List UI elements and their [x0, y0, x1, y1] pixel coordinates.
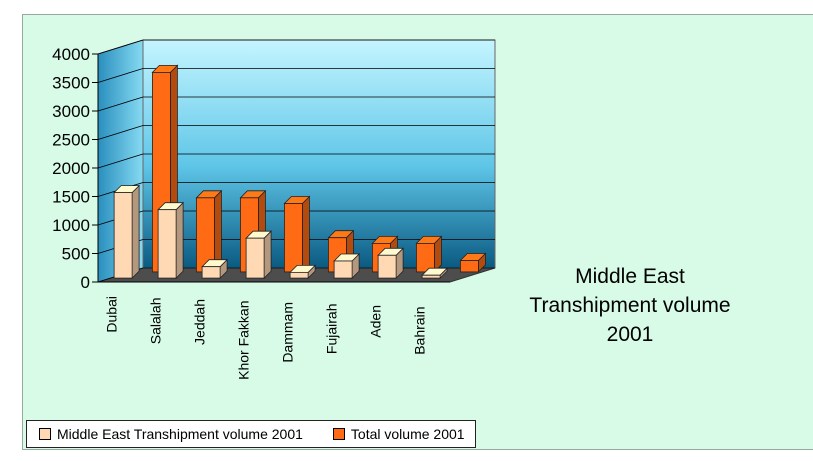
y-tick-label: 2000 [52, 159, 90, 178]
y-tick-label: 3000 [52, 102, 90, 121]
bar-aden-transhipment [377, 247, 405, 280]
title-line-1: Middle East [575, 265, 685, 288]
gridline-side [97, 39, 144, 55]
gridline-side [97, 153, 144, 169]
y-tick-label: 3500 [52, 74, 90, 93]
gridline-side [97, 96, 144, 112]
bar-dubai-transhipment [113, 184, 141, 280]
gridline-side [97, 68, 144, 83]
x-tick-label: Jeddah [191, 299, 207, 345]
gridline-side [97, 125, 144, 140]
title-line-3: 2001 [606, 323, 654, 346]
legend: Middle East Transhipment volume 2001 Tot… [26, 420, 476, 448]
y-tick-label: 0 [81, 273, 90, 292]
bar-bahrain-transhipment [421, 267, 449, 280]
chart-title: Middle East Transhipment volume 2001 [505, 262, 755, 349]
x-tick-label: Dubai [103, 296, 119, 333]
bar-salalah-transhipment [157, 201, 185, 280]
y-tick-label: 1000 [52, 216, 90, 235]
legend-label-transhipment: Middle East Transhipment volume 2001 [57, 426, 303, 442]
bar-bahrain-total [459, 252, 487, 273]
y-tick-label: 500 [62, 245, 90, 264]
x-tick-label: Dammam [279, 302, 295, 363]
legend-item-transhipment: Middle East Transhipment volume 2001 [39, 426, 303, 442]
y-tick-label: 1500 [52, 188, 90, 207]
bar-aden-total [415, 235, 443, 273]
bar-dammam-transhipment [289, 264, 317, 280]
x-tick-label: Aden [367, 305, 383, 338]
y-tick-label: 2500 [52, 131, 90, 150]
title-line-2: Transhipment volume [529, 294, 731, 317]
x-tick-label: Khor Fakkan [235, 301, 251, 380]
legend-swatch-total [332, 428, 345, 440]
legend-item-total: Total volume 2001 [332, 426, 465, 442]
y-tick-label: 4000 [52, 45, 90, 64]
x-tick-label: Salalah [147, 298, 163, 345]
x-tick-label: Fujairah [323, 304, 339, 355]
bar-jeddah-transhipment [201, 258, 229, 280]
x-tick-label: Bahrain [411, 307, 427, 355]
legend-swatch-transhipment [39, 428, 51, 440]
bar-khor-fakkan-transhipment [245, 230, 273, 280]
bar-fujairah-transhipment [333, 253, 361, 280]
legend-label-total: Total volume 2001 [350, 426, 465, 442]
bar-khor-fakkan-total [283, 195, 311, 273]
